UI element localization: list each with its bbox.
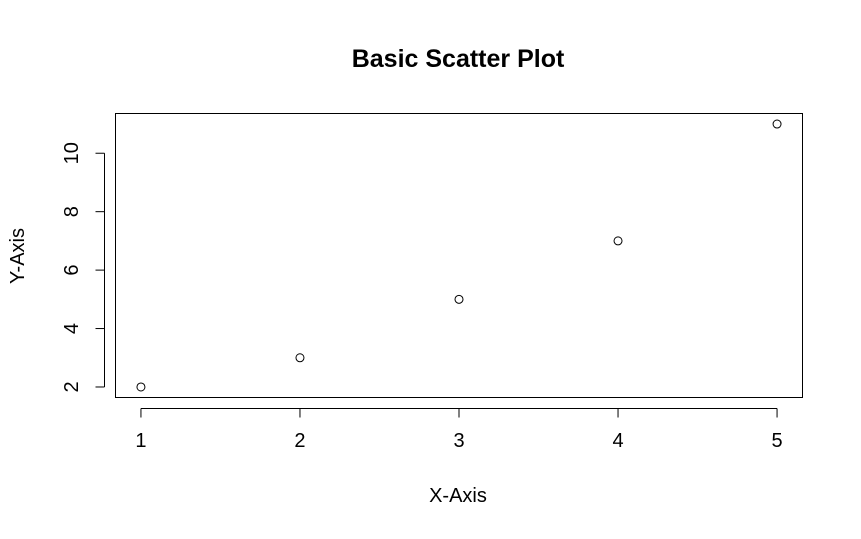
data-point xyxy=(136,382,146,392)
x-tick-label: 5 xyxy=(771,430,782,452)
x-axis: 1 2 3 4 5 xyxy=(135,408,783,452)
x-tick-label: 2 xyxy=(294,430,305,452)
y-tick-label: 8 xyxy=(61,206,83,217)
x-tick-label: 4 xyxy=(612,430,623,452)
x-axis-label: X-Axis xyxy=(429,485,487,507)
plot-box xyxy=(115,113,803,398)
x-tick-label: 3 xyxy=(453,430,464,452)
y-axis-label: Y-Axis xyxy=(7,228,29,284)
y-tick-label: 10 xyxy=(61,142,83,164)
y-tick-label: 2 xyxy=(61,381,83,392)
chart-title: Basic Scatter Plot xyxy=(352,45,565,73)
x-ticks: 1 2 3 4 5 xyxy=(135,408,783,452)
data-points xyxy=(136,119,782,392)
y-tick-label: 4 xyxy=(61,323,83,334)
data-point xyxy=(772,119,782,129)
data-point xyxy=(454,294,464,304)
y-tick-label: 6 xyxy=(61,265,83,276)
y-axis: 2 4 6 8 10 xyxy=(61,142,105,393)
data-point xyxy=(613,236,623,246)
x-tick-label: 1 xyxy=(135,430,146,452)
y-ticks: 2 4 6 8 10 xyxy=(61,142,105,393)
data-point xyxy=(295,353,305,363)
